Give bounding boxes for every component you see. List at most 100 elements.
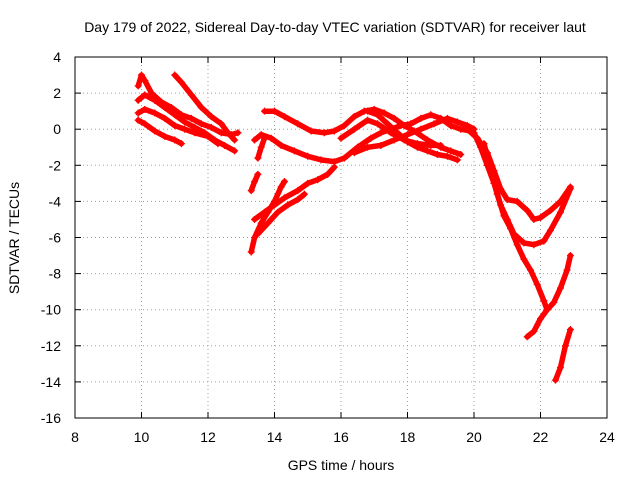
x-tick-label: 18 [400,429,416,445]
data-point [171,111,179,119]
data-point [134,82,142,90]
series-arc-10 [337,116,445,149]
data-point [556,284,564,292]
data-point [271,107,278,115]
data-point [134,96,142,104]
data-point [384,120,392,128]
data-point [191,129,199,137]
data-point [300,190,308,198]
y-tick-label: -10 [41,302,61,318]
data-point [377,141,385,149]
series-line [552,326,574,383]
data-point [507,224,515,232]
data-point [350,113,358,121]
x-tick-label: 20 [466,429,482,445]
data-point [563,266,571,274]
data-point [533,280,541,288]
data-point [234,129,242,137]
data-point [500,212,508,220]
data-point [280,178,288,186]
data-point [463,125,471,133]
data-point [214,140,222,148]
series-line [251,164,338,223]
x-tick-label: 12 [200,429,216,445]
x-tick-label: 22 [533,429,549,445]
data-point [364,107,372,115]
data-point [423,147,431,155]
data-point [543,306,551,314]
data-point [261,208,269,216]
data-point [151,96,159,104]
data-point [374,111,382,119]
data-point [181,125,189,133]
x-tick-label: 14 [267,429,283,445]
data-point [417,114,425,122]
series-arc-19 [523,252,574,341]
grid [75,57,607,418]
data-point [177,78,185,86]
data-point [523,206,531,214]
data-point [280,194,288,202]
y-tick-label: -2 [49,157,62,173]
data-point [284,201,292,209]
data-point [480,140,488,148]
data-point [207,113,215,121]
series-line [524,252,574,340]
data-point [453,118,461,126]
x-tick-label: 24 [599,429,615,445]
data-point [556,363,564,371]
data-point [304,179,312,187]
data-point [374,120,382,128]
data-point [513,241,521,249]
data-point [447,147,455,155]
data-point [271,201,278,209]
data-point [400,136,408,144]
data-point [340,154,348,162]
data-point [447,122,455,130]
data-point [413,140,421,148]
x-tick-label: 8 [71,429,79,445]
series-arc-12 [251,163,338,223]
data-point [261,107,269,115]
data-point [274,208,282,216]
data-point [364,143,372,151]
data-point [251,136,259,144]
data-point [181,118,189,126]
data-point [350,149,358,157]
data-point [380,109,388,117]
series-line [255,191,308,237]
data-point [134,116,142,124]
data-point [566,252,574,260]
data-point [141,120,149,128]
data-point [247,187,255,195]
data-point [177,140,185,148]
data-point [307,127,315,135]
data-point [350,125,358,133]
data-point [204,132,212,140]
data-point [304,152,312,160]
data-point [254,170,262,178]
x-tick-label: 16 [333,429,349,445]
data-point [320,129,328,137]
data-point [257,131,265,139]
data-point [171,71,179,79]
data-point [141,105,149,113]
data-point [231,136,239,144]
data-point [546,206,554,214]
data-point [141,91,149,99]
data-point [224,129,232,137]
data-point [527,266,535,274]
data-point [364,116,372,124]
y-tick-label: -12 [41,338,61,354]
data-point [161,114,169,122]
data-point [330,163,338,171]
data-point [151,127,159,135]
data-point [540,237,548,245]
data-point [537,214,544,222]
series-arc-5 [171,71,239,144]
series-line [172,72,238,143]
data-point [294,187,302,195]
data-point [217,129,225,137]
data-point [513,197,521,205]
data-point [550,298,558,306]
